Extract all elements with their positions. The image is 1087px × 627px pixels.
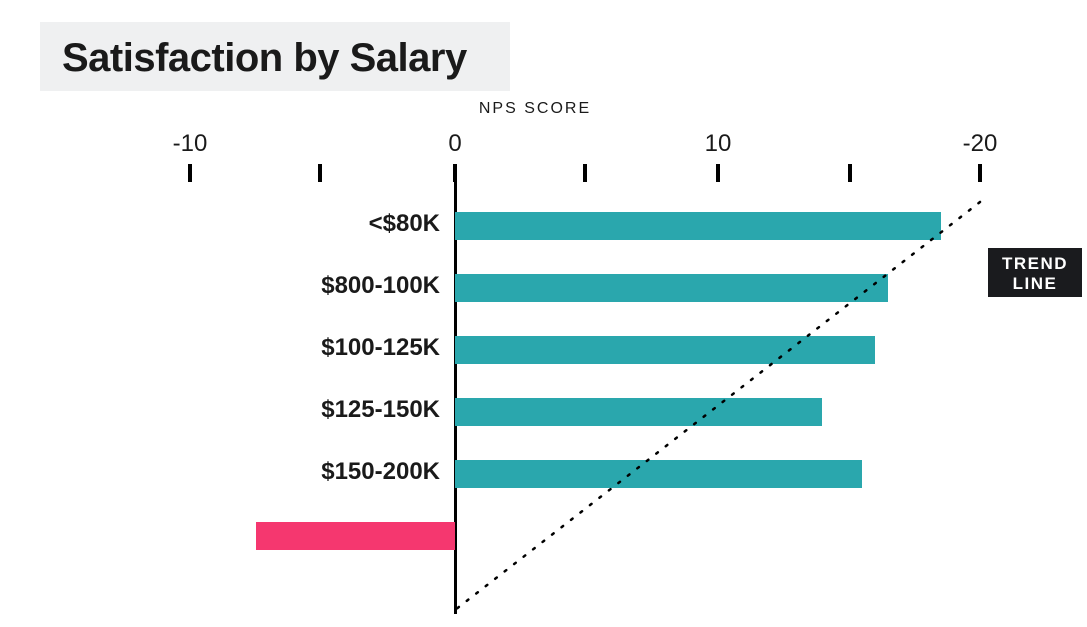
title-container: Satisfaction by Salary [40, 22, 510, 91]
category-label: <$80K [110, 210, 440, 238]
x-tick-mark [583, 164, 587, 182]
category-label: $125-150K [110, 396, 440, 424]
x-tick-label: -10 [173, 130, 208, 158]
trend-line-label: TREND LINE [988, 248, 1082, 297]
bar [455, 336, 875, 364]
category-label: $100-125K [110, 334, 440, 362]
x-tick-mark [848, 164, 852, 182]
chart-page: Satisfaction by Salary NPS SCORE -10 0 10 -… [0, 0, 1087, 627]
bar [455, 460, 862, 488]
bar [256, 522, 455, 550]
x-tick-mark [978, 164, 982, 182]
satisfaction-chart: NPS SCORE -10010-20 <$80K$800-100K$100-1… [110, 140, 980, 610]
category-label: $150-200K [110, 458, 440, 486]
bar [455, 274, 888, 302]
x-tick-mark [716, 164, 720, 182]
category-label: $800-100K [110, 272, 440, 300]
bar [455, 398, 822, 426]
trend-label-line2: LINE [1002, 274, 1068, 294]
x-tick-label: 10 [705, 130, 732, 158]
x-tick-mark [318, 164, 322, 182]
x-axis-title: NPS SCORE [479, 100, 591, 118]
chart-title: Satisfaction by Salary [62, 36, 488, 81]
bar [455, 212, 941, 240]
x-tick-label: -20 [963, 130, 998, 158]
x-tick-mark [188, 164, 192, 182]
trend-label-line1: TREND [1002, 254, 1068, 274]
x-tick-label: 0 [448, 130, 461, 158]
